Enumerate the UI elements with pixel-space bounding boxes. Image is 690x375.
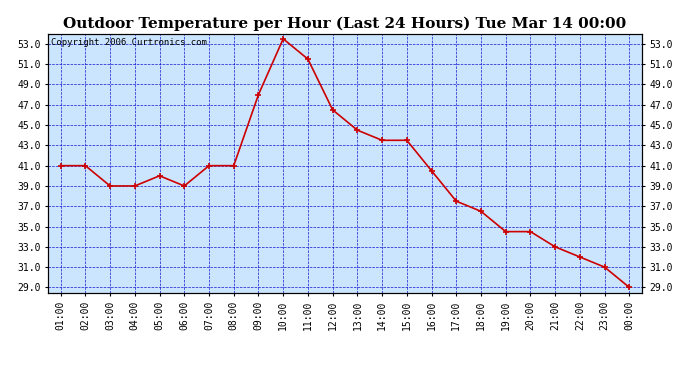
Title: Outdoor Temperature per Hour (Last 24 Hours) Tue Mar 14 00:00: Outdoor Temperature per Hour (Last 24 Ho… [63,17,627,31]
Text: Copyright 2006 Curtronics.com: Copyright 2006 Curtronics.com [51,38,207,46]
